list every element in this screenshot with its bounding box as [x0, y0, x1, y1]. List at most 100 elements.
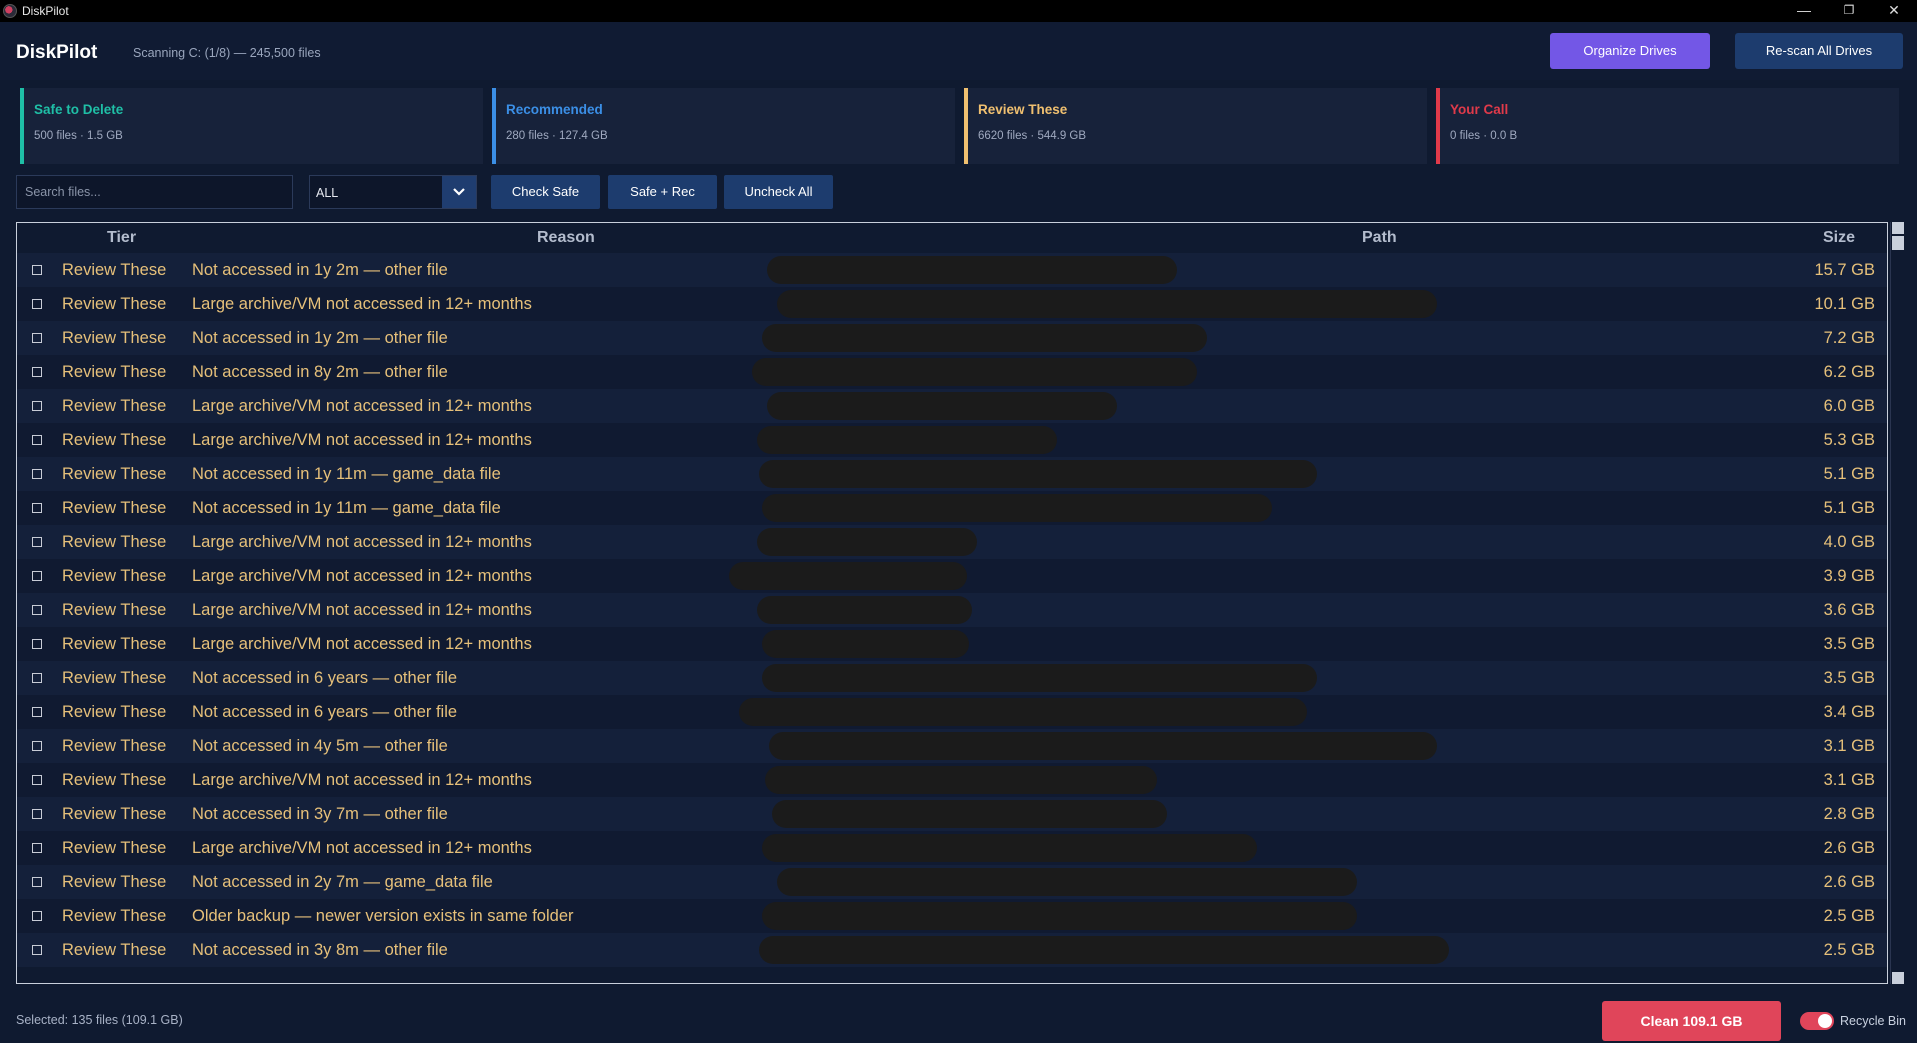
row-path-redacted — [777, 290, 1437, 318]
close-icon[interactable]: ✕ — [1888, 2, 1900, 18]
table-row[interactable]: Review These Large archive/VM not accesse… — [17, 559, 1887, 593]
safe-rec-button[interactable]: Safe + Rec — [608, 175, 717, 209]
row-size: 3.6 GB — [1823, 601, 1875, 619]
row-checkbox[interactable] — [32, 741, 42, 751]
row-size: 2.8 GB — [1823, 805, 1875, 823]
row-checkbox[interactable] — [32, 401, 42, 411]
row-checkbox[interactable] — [32, 775, 42, 785]
table-row[interactable]: Review These Large archive/VM not accesse… — [17, 627, 1887, 661]
row-tier: Review These — [62, 295, 167, 313]
chevron-down-icon[interactable] — [442, 176, 476, 208]
table-row[interactable]: Review These Not accessed in 4y 5m — othe… — [17, 729, 1887, 763]
organize-drives-button[interactable]: Organize Drives — [1550, 33, 1710, 69]
maximize-icon[interactable]: ❐ — [1843, 3, 1855, 17]
row-tier: Review These — [62, 873, 167, 891]
table-row[interactable]: Review These Not accessed in 1y 2m — othe… — [17, 253, 1887, 287]
row-tier: Review These — [62, 941, 167, 959]
row-path-redacted — [739, 698, 1307, 726]
scroll-thumb[interactable] — [1892, 236, 1904, 250]
row-reason: Not accessed in 3y 8m — other file — [192, 941, 448, 959]
row-tier: Review These — [62, 567, 167, 585]
card-title: Your Call — [1450, 102, 1509, 117]
table-row[interactable]: Review These Large archive/VM not accesse… — [17, 389, 1887, 423]
row-size: 3.5 GB — [1823, 669, 1875, 687]
table-row[interactable]: Review These Large archive/VM not accesse… — [17, 593, 1887, 627]
card-safe-to-delete[interactable]: Safe to Delete 500 files · 1.5 GB — [20, 88, 483, 164]
tier-filter-select[interactable]: ALL — [309, 175, 477, 209]
row-path-redacted — [762, 834, 1257, 862]
table-row[interactable]: Review These Large archive/VM not accesse… — [17, 763, 1887, 797]
card-recommended[interactable]: Recommended 280 files · 127.4 GB — [492, 88, 955, 164]
table-row[interactable]: Review These Not accessed in 3y 8m — othe… — [17, 933, 1887, 967]
uncheck-all-button[interactable]: Uncheck All — [724, 175, 833, 209]
table-row[interactable]: Review These Not accessed in 1y 11m — gam… — [17, 491, 1887, 525]
minimize-icon[interactable]: — — [1797, 2, 1811, 18]
row-checkbox[interactable] — [32, 877, 42, 887]
selection-summary: Selected: 135 files (109.1 GB) — [16, 1013, 183, 1027]
table-row[interactable]: Review These Not accessed in 1y 2m — othe… — [17, 321, 1887, 355]
check-safe-button[interactable]: Check Safe — [491, 175, 600, 209]
table-row[interactable]: Review These Large archive/VM not accesse… — [17, 831, 1887, 865]
rescan-drives-button[interactable]: Re-scan All Drives — [1735, 33, 1903, 69]
row-checkbox[interactable] — [32, 299, 42, 309]
recycle-bin-toggle[interactable] — [1800, 1012, 1834, 1030]
row-size: 6.0 GB — [1823, 397, 1875, 415]
card-review-these[interactable]: Review These 6620 files · 544.9 GB — [964, 88, 1427, 164]
row-tier: Review These — [62, 805, 167, 823]
table-scrollbar[interactable] — [1890, 222, 1905, 984]
row-size: 5.1 GB — [1823, 465, 1875, 483]
row-checkbox[interactable] — [32, 435, 42, 445]
row-tier: Review These — [62, 839, 167, 857]
row-checkbox[interactable] — [32, 673, 42, 683]
table-row[interactable]: Review These Not accessed in 8y 2m — othe… — [17, 355, 1887, 389]
row-checkbox[interactable] — [32, 809, 42, 819]
row-reason: Not accessed in 1y 2m — other file — [192, 261, 448, 279]
row-size: 5.1 GB — [1823, 499, 1875, 517]
row-checkbox[interactable] — [32, 911, 42, 921]
row-checkbox[interactable] — [32, 265, 42, 275]
row-checkbox[interactable] — [32, 333, 42, 343]
row-checkbox[interactable] — [32, 639, 42, 649]
row-checkbox[interactable] — [32, 945, 42, 955]
row-reason: Not accessed in 1y 2m — other file — [192, 329, 448, 347]
row-checkbox[interactable] — [32, 367, 42, 377]
table-row[interactable]: Review These Large archive/VM not accesse… — [17, 287, 1887, 321]
table-row[interactable]: Review These Not accessed in 2y 7m — game… — [17, 865, 1887, 899]
row-checkbox[interactable] — [32, 503, 42, 513]
scroll-down-icon[interactable] — [1892, 972, 1904, 984]
row-reason: Large archive/VM not accessed in 12+ mon… — [192, 601, 532, 619]
row-checkbox[interactable] — [32, 571, 42, 581]
row-size: 5.3 GB — [1823, 431, 1875, 449]
row-path-redacted — [762, 630, 969, 658]
table-row[interactable]: Review These Not accessed in 3y 7m — othe… — [17, 797, 1887, 831]
table-row[interactable]: Review These Not accessed in 6 years — ot… — [17, 661, 1887, 695]
scroll-up-icon[interactable] — [1892, 222, 1904, 234]
table-row[interactable]: Review These Large archive/VM not accesse… — [17, 525, 1887, 559]
file-table[interactable]: Tier Reason Path Size Review These Not ac… — [16, 222, 1888, 984]
table-row[interactable]: Review These Older backup — newer version… — [17, 899, 1887, 933]
column-header-tier[interactable]: Tier — [107, 229, 137, 246]
row-path-redacted — [772, 800, 1167, 828]
row-path-redacted — [752, 358, 1197, 386]
card-your-call[interactable]: Your Call 0 files · 0.0 B — [1436, 88, 1899, 164]
row-tier: Review These — [62, 397, 167, 415]
column-header-size[interactable]: Size — [1823, 229, 1856, 246]
row-size: 3.1 GB — [1823, 771, 1875, 789]
row-checkbox[interactable] — [32, 469, 42, 479]
row-checkbox[interactable] — [32, 537, 42, 547]
row-reason: Not accessed in 4y 5m — other file — [192, 737, 448, 755]
column-header-reason[interactable]: Reason — [537, 229, 595, 246]
row-path-redacted — [759, 460, 1317, 488]
row-checkbox[interactable] — [32, 843, 42, 853]
row-tier: Review These — [62, 703, 167, 721]
row-tier: Review These — [62, 669, 167, 687]
row-tier: Review These — [62, 907, 167, 925]
row-checkbox[interactable] — [32, 605, 42, 615]
column-header-path[interactable]: Path — [1362, 229, 1397, 246]
clean-button[interactable]: Clean 109.1 GB — [1602, 1001, 1781, 1041]
table-row[interactable]: Review These Not accessed in 1y 11m — gam… — [17, 457, 1887, 491]
row-checkbox[interactable] — [32, 707, 42, 717]
table-row[interactable]: Review These Not accessed in 6 years — ot… — [17, 695, 1887, 729]
search-input[interactable] — [16, 175, 293, 209]
table-row[interactable]: Review These Large archive/VM not accesse… — [17, 423, 1887, 457]
